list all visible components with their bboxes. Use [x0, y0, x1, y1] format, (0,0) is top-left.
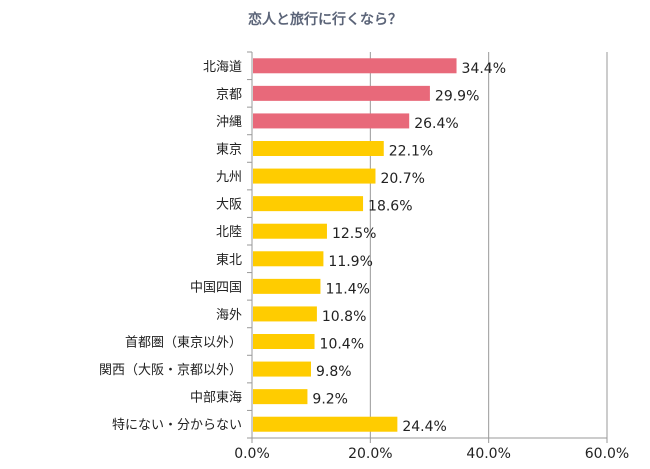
bar: [253, 334, 315, 349]
bar: [253, 58, 457, 74]
x-tick-label: 60.0%: [585, 446, 629, 462]
category-label: 京都: [216, 87, 242, 102]
bar: [253, 85, 430, 101]
bar: [253, 416, 398, 432]
data-label: 18.6%: [368, 199, 412, 215]
data-label: 11.4%: [325, 281, 369, 297]
bar: [253, 141, 384, 156]
data-label: 24.4%: [402, 419, 446, 435]
data-label: 22.1%: [389, 144, 433, 160]
category-label: 首都圏（東京以外）: [125, 335, 242, 351]
bar: [253, 361, 311, 377]
data-label: 10.4%: [320, 337, 364, 353]
data-label: 34.4%: [462, 61, 506, 77]
data-label: 26.4%: [414, 116, 458, 132]
bar: [253, 196, 364, 212]
bar: [253, 278, 321, 294]
bar: [253, 223, 327, 239]
bar: [253, 251, 324, 267]
bar: [253, 113, 410, 129]
category-label: 大阪: [216, 198, 242, 213]
category-label: 北陸: [216, 224, 242, 240]
data-label: 10.8%: [322, 309, 366, 325]
data-label: 9.2%: [312, 392, 348, 408]
x-tick-label: 0.0%: [234, 446, 270, 462]
data-label: 11.9%: [328, 254, 372, 270]
category-label: 特にない・分からない: [112, 418, 242, 433]
category-label: 東京: [216, 142, 242, 158]
bar: [253, 306, 317, 322]
data-label: 29.9%: [435, 88, 479, 104]
category-label: 北海道: [203, 60, 242, 75]
category-label: 海外: [216, 308, 242, 323]
x-tick-label: 40.0%: [466, 446, 510, 462]
category-label: 中国四国: [190, 280, 242, 295]
category-label: 沖縄: [216, 115, 242, 130]
bar: [253, 389, 308, 405]
chart-title: 恋人と旅行に行くなら？: [248, 12, 402, 28]
x-tick-label: 20.0%: [348, 446, 392, 462]
category-label: 東北: [216, 252, 242, 268]
bar: [253, 168, 376, 184]
data-label: 20.7%: [380, 171, 424, 187]
category-label: 関西（大阪・京都以外）: [99, 363, 242, 378]
category-label: 九州: [216, 170, 242, 185]
data-label: 9.8%: [316, 364, 352, 380]
category-label: 中部東海: [190, 390, 242, 406]
data-label: 12.5%: [332, 226, 376, 242]
